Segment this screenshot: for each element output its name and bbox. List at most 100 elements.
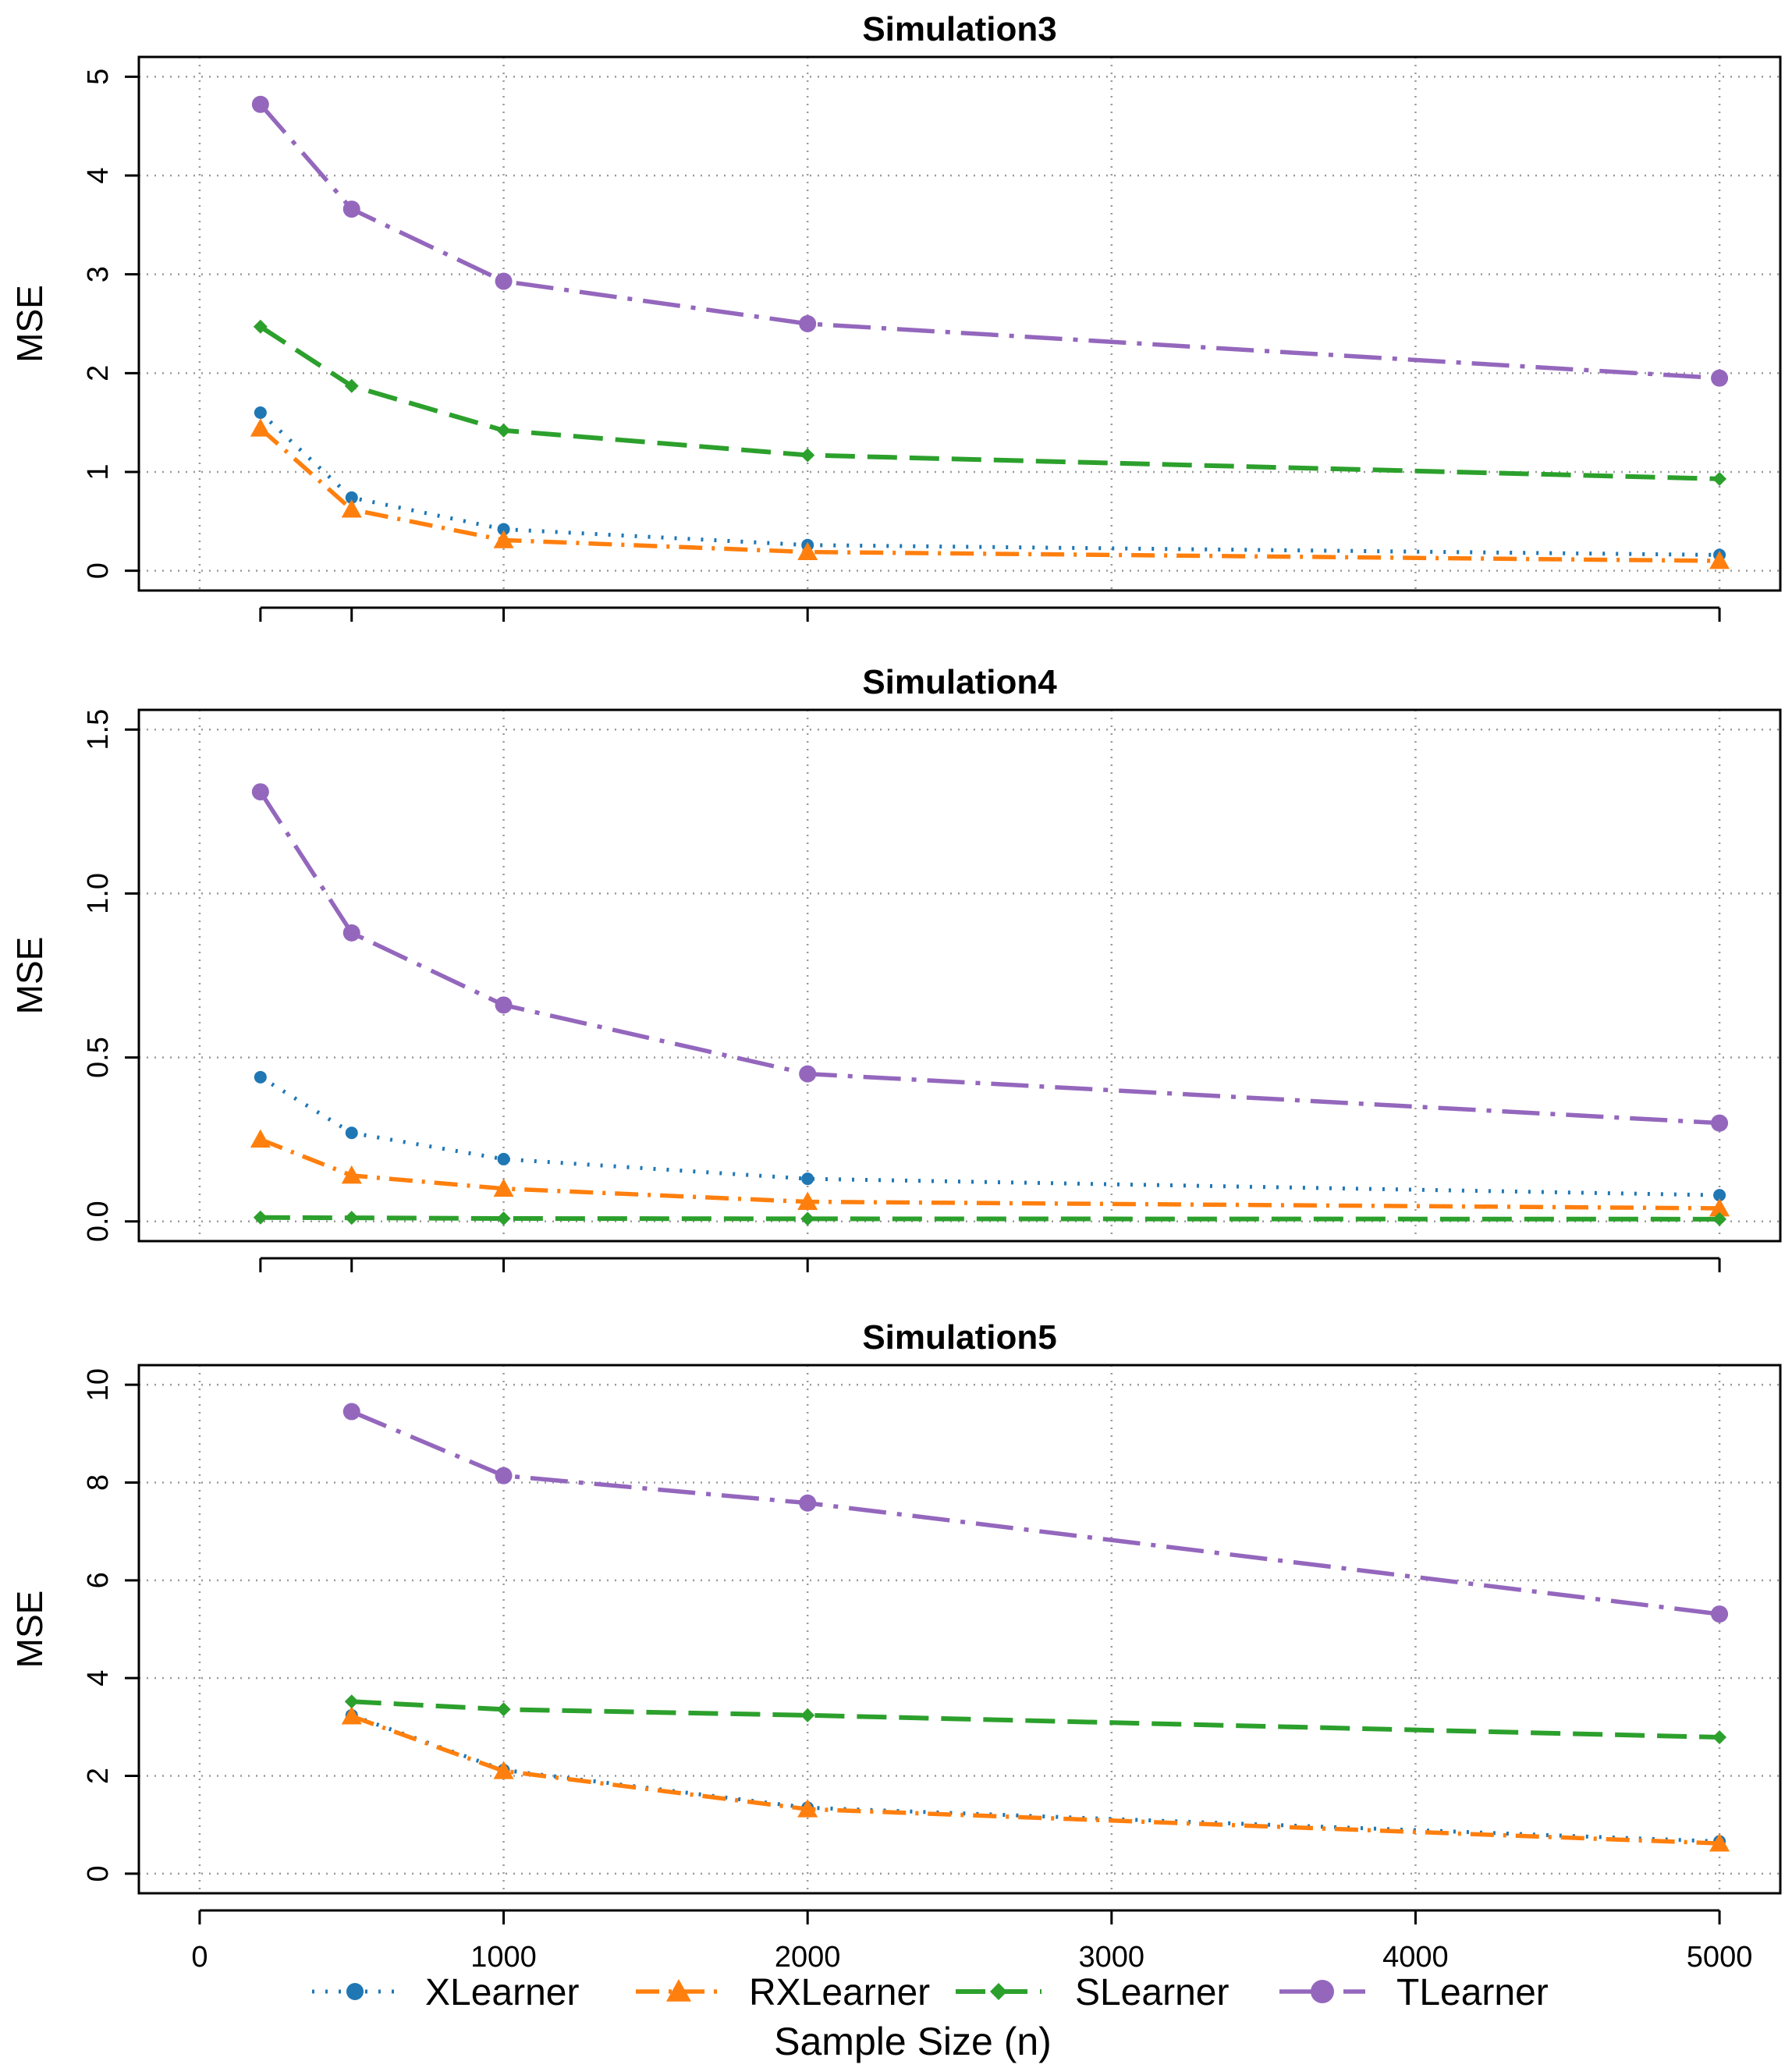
slearner-point [253, 1210, 268, 1225]
rxlearner-point [250, 418, 271, 437]
tlearner-point [342, 1403, 360, 1421]
rxlearner-line [259, 1137, 1720, 1211]
y-axis-label: MSE [9, 285, 50, 363]
x-axis-label: Sample Size (n) [774, 2020, 1052, 2063]
tlearner-point [495, 272, 513, 290]
legend-marker [990, 1983, 1007, 2000]
slearner-line [351, 1699, 1720, 1740]
y-tick-label: 4 [82, 167, 115, 183]
y-tick-label: 6 [82, 1572, 115, 1588]
tlearner-point [342, 924, 360, 942]
chart-title: Simulation3 [862, 10, 1056, 48]
legend: XLearner RXLearner SLearner TLearner [312, 1972, 1549, 2013]
xlearner-point [497, 1152, 510, 1165]
rxlearner-point [493, 1178, 514, 1197]
tlearner-line [258, 102, 1720, 381]
tlearner-point [799, 315, 817, 332]
y-tick-label: 8 [82, 1474, 115, 1491]
y-tick-label: 1 [82, 463, 115, 480]
x-tick-label: 1000 [470, 1941, 537, 1974]
slearner-point [800, 1211, 815, 1226]
slearner-point [253, 319, 268, 334]
rxlearner-point [797, 1799, 818, 1818]
y-axis-label: MSE [9, 1591, 50, 1669]
rxlearner-point [1709, 551, 1730, 569]
plot-frame [137, 1364, 1782, 1895]
legend-label: RXLearner [749, 1972, 930, 2013]
rxlearner-point [797, 541, 818, 560]
legend-label: TLearner [1396, 1972, 1549, 2013]
tlearner-line [258, 790, 1720, 1126]
slearner-line [259, 325, 1720, 481]
y-tick-label: 2 [82, 365, 115, 381]
tlearner-point [1711, 1605, 1729, 1623]
y-tick-label: 4 [82, 1670, 115, 1687]
slearner-line [260, 1215, 1720, 1222]
xlearner-line [259, 1075, 1720, 1197]
y-axis-label: MSE [9, 937, 50, 1015]
slearner-point [800, 1708, 815, 1722]
xlearner-point [497, 523, 510, 536]
legend-item-slearner: SLearner [956, 1972, 1229, 2013]
legend-marker [1311, 1980, 1334, 2003]
slearner-point [1712, 471, 1727, 486]
panel-simulation4: Simulation4 0.0 0.5 1.0 1.5 MSE [9, 663, 1782, 1272]
y-tick-label: 0.0 [82, 1201, 115, 1242]
panel-simulation3: Simulation3 0 1 2 3 4 5 MSE [9, 10, 1782, 622]
tlearner-point [1711, 1114, 1729, 1132]
rxlearner-point [797, 1191, 818, 1210]
xlearner-point [1713, 1189, 1726, 1202]
panel-simulation5: Simulation5 0 2 4 6 8 10 MSE 0 1000 2000 3000 4000 50… [9, 1318, 1782, 1974]
legend-marker [666, 1979, 691, 2002]
tlearner-point [1711, 369, 1729, 387]
rxlearner-point [493, 530, 514, 548]
plot-frame [137, 708, 1782, 1243]
x-tick-label: 2000 [775, 1941, 841, 1974]
y-tick-label: 1.0 [82, 873, 115, 914]
x-tick-label: 0 [191, 1941, 208, 1974]
legend-item-rxlearner: RXLearner [636, 1972, 930, 2013]
slearner-point [496, 1211, 511, 1226]
rxlearner-point [341, 1165, 362, 1184]
rxlearner-point [250, 1129, 271, 1148]
legend-item-xlearner: XLearner [312, 1972, 579, 2013]
y-tick-label: 2 [82, 1768, 115, 1784]
xlearner-point [254, 406, 267, 419]
rxlearner-point [1709, 1197, 1730, 1217]
legend-marker [346, 1983, 364, 2000]
slearner-point [344, 378, 359, 393]
plot-frame [137, 55, 1782, 592]
y-tick-label: 5 [82, 69, 115, 85]
rxlearner-point [341, 499, 362, 518]
y-tick-label: 10 [82, 1368, 115, 1401]
y-tick-label: 0.5 [82, 1037, 115, 1078]
legend-label: XLearner [425, 1972, 579, 2013]
tlearner-line [350, 1410, 1720, 1616]
tlearner-point [251, 95, 269, 113]
rxlearner-point [493, 1761, 514, 1779]
rxlearner-line [259, 427, 1720, 563]
slearner-point [1712, 1730, 1727, 1745]
y-tick-label: 0 [82, 1865, 115, 1882]
y-tick-label: 1.5 [82, 709, 115, 750]
y-tick-label: 0 [82, 562, 115, 579]
x-tick-label: 5000 [1687, 1941, 1753, 1974]
xlearner-point [345, 1126, 358, 1140]
tlearner-point [799, 1065, 817, 1083]
tlearner-point [251, 783, 269, 801]
rxlearner-line [350, 1714, 1720, 1846]
xlearner-point [254, 1070, 267, 1084]
tlearner-point [495, 996, 513, 1014]
rxlearner-point [1709, 1833, 1730, 1852]
slearner-point [344, 1694, 359, 1709]
y-tick-label: 3 [82, 266, 115, 282]
tlearner-point [799, 1494, 817, 1512]
xlearner-line [259, 411, 1720, 557]
x-tick-label: 4000 [1382, 1941, 1449, 1974]
slearner-point [344, 1211, 359, 1226]
tlearner-point [495, 1467, 513, 1484]
slearner-point [496, 423, 511, 438]
slearner-point [800, 448, 815, 463]
chart-title: Simulation4 [862, 663, 1057, 701]
